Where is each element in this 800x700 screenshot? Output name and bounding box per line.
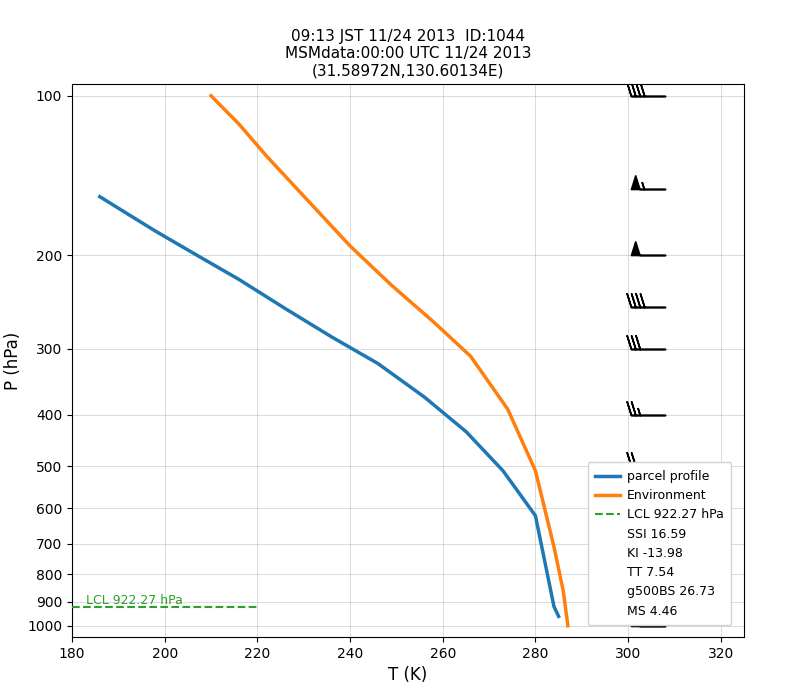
Title: 09:13 JST 11/24 2013  ID:1044
MSMdata:00:00 UTC 11/24 2013
(31.58972N,130.60134E: 09:13 JST 11/24 2013 ID:1044 MSMdata:00:… bbox=[285, 29, 531, 78]
X-axis label: T (K): T (K) bbox=[388, 666, 428, 685]
Legend: parcel profile, Environment, LCL 922.27 hPa, SSI 16.59, KI -13.98, TT 7.54, g500: parcel profile, Environment, LCL 922.27 … bbox=[588, 463, 731, 625]
Text: LCL 922.27 hPa: LCL 922.27 hPa bbox=[86, 594, 182, 607]
Y-axis label: P (hPa): P (hPa) bbox=[3, 331, 22, 390]
